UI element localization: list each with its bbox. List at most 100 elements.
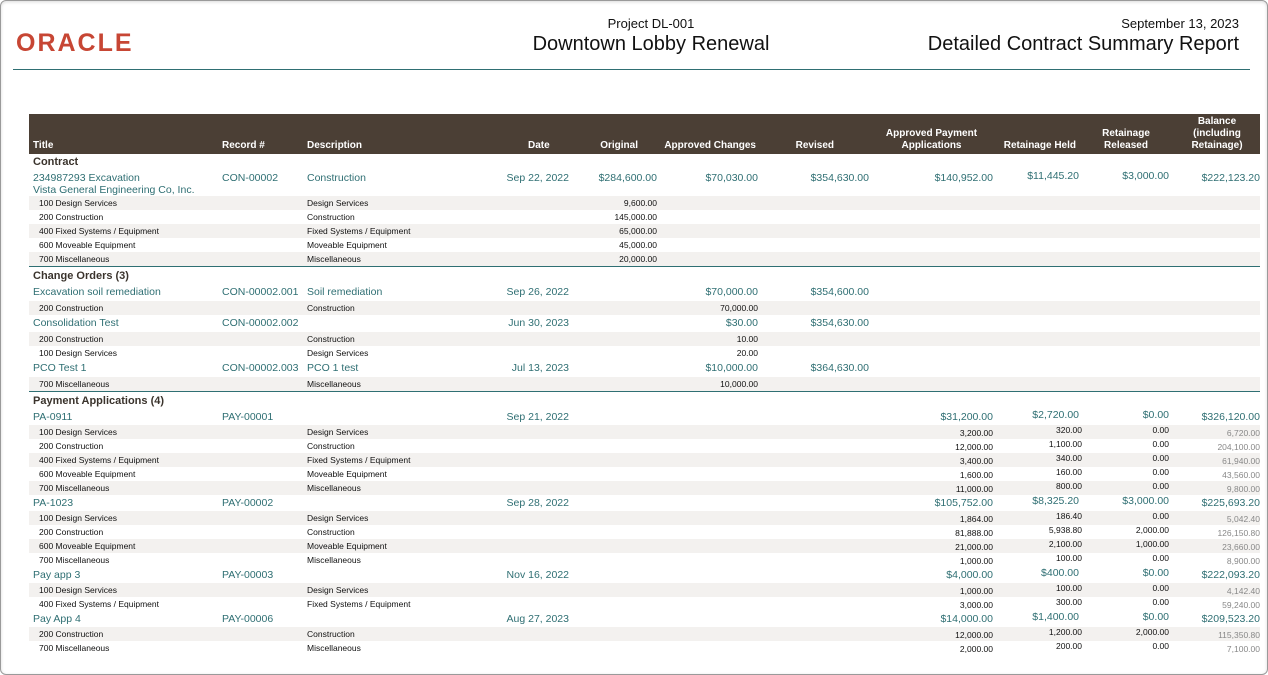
contract-vendor: Vista General Engineering Co, Inc.: [33, 184, 195, 196]
contract-row: 234987293 Excavation Vista General Engin…: [29, 170, 1260, 196]
line-description: Construction: [307, 212, 355, 222]
payment-application-balance: $222,093.20: [1201, 569, 1260, 581]
report-date: September 13, 2023: [1121, 16, 1239, 31]
line-amount: 10.00: [736, 334, 758, 344]
line-retainage-held: 100.00: [1056, 583, 1082, 593]
line-balance: 43,560.00: [1222, 470, 1260, 480]
line-payment: 3,000.00: [959, 600, 993, 610]
change-order-row: Excavation soil remediation CON-00002.001…: [29, 284, 1260, 301]
line-amount: 70,000.00: [720, 303, 758, 313]
line-retainage-held: 1,200.00: [1048, 627, 1082, 637]
change-order-line-row: 700 Miscellaneous Miscellaneous 10,000.00: [29, 377, 1260, 391]
change-order-revised: $364,630.00: [810, 362, 869, 374]
line-retainage-released: 0.00: [1152, 597, 1169, 607]
line-cost-code: 200 Construction: [39, 303, 104, 313]
line-description: Miscellaneous: [307, 555, 361, 565]
payment-application-row: Pay app 3 PAY-00003 Nov 16, 2022 $4,000.00 $…: [29, 567, 1260, 583]
payment-application-retainage-held: $2,720.00: [1032, 409, 1079, 421]
col-title: Title: [33, 140, 54, 151]
contract-retainage-held: $11,445.20: [1027, 170, 1079, 182]
line-payment: 2,000.00: [959, 644, 993, 654]
line-cost-code: 100 Design Services: [39, 348, 117, 358]
line-cost-code: 400 Fixed Systems / Equipment: [39, 226, 160, 236]
payment-application-retainage-released: $0.00: [1142, 567, 1169, 579]
line-description: Design Services: [307, 513, 369, 523]
line-cost-code: 600 Moveable Equipment: [39, 469, 136, 479]
payment-application-amount: $4,000.00: [946, 569, 993, 581]
line-description: Fixed Systems / Equipment: [307, 599, 411, 609]
line-balance: 204,100.00: [1217, 442, 1260, 452]
line-description: Moveable Equipment: [307, 469, 387, 479]
line-retainage-held: 100.00: [1056, 553, 1082, 563]
line-payment: 12,000.00: [955, 442, 993, 452]
line-original: 65,000.00: [619, 226, 657, 236]
payment-application-retainage-released: $3,000.00: [1122, 495, 1169, 507]
line-retainage-released: 0.00: [1152, 467, 1169, 477]
line-retainage-held: 2,100.00: [1048, 539, 1082, 549]
line-cost-code: 200 Construction: [39, 441, 104, 451]
col-revised: Revised: [795, 140, 834, 151]
contract-description: Construction: [307, 172, 366, 184]
line-retainage-released: 2,000.00: [1135, 525, 1169, 535]
change-order-revised: $354,630.00: [810, 317, 869, 329]
contract-line-row: 600 Moveable Equipment Moveable Equipment…: [29, 238, 1260, 252]
line-description: Design Services: [307, 198, 369, 208]
payment-application-line-row: 100 Design Services Design Services 1,000.…: [29, 583, 1260, 597]
table-header: Title Record # Description Date Original…: [29, 114, 1260, 154]
col-record: Record #: [222, 140, 265, 151]
payment-application-line-row: 400 Fixed Systems / Equipment Fixed Syste…: [29, 597, 1260, 611]
payment-application-line-row: 600 Moveable Equipment Moveable Equipment…: [29, 539, 1260, 553]
payment-application-line-row: 600 Moveable Equipment Moveable Equipment…: [29, 467, 1260, 481]
change-order-line-row: 200 Construction Construction 70,000.00: [29, 301, 1260, 315]
payment-application-line-row: 100 Design Services Design Services 3,200.…: [29, 425, 1260, 439]
col-original: Original: [600, 140, 638, 151]
change-order-line-row: 200 Construction Construction 10.00: [29, 332, 1260, 346]
payment-application-retainage-held: $400.00: [1041, 567, 1079, 579]
payment-application-amount: $105,752.00: [934, 497, 993, 509]
payment-application-date: Nov 16, 2022: [506, 569, 569, 581]
col-date: Date: [528, 140, 550, 151]
line-balance: 9,800.00: [1226, 484, 1260, 494]
line-retainage-held: 340.00: [1056, 453, 1082, 463]
line-payment: 3,200.00: [959, 428, 993, 438]
contract-date: Sep 22, 2022: [506, 172, 569, 184]
line-retainage-released: 1,000.00: [1135, 539, 1169, 549]
contract-title: 234987293 Excavation: [33, 172, 140, 184]
line-cost-code: 700 Miscellaneous: [39, 379, 110, 389]
section-divider: [29, 391, 1260, 392]
line-description: Miscellaneous: [307, 643, 361, 653]
payment-application-date: Sep 28, 2022: [506, 497, 569, 509]
col-approved-payment: Approved Payment Applications: [885, 128, 978, 151]
line-description: Construction: [307, 527, 355, 537]
payment-application-title: PA-1023: [33, 497, 74, 509]
report-title: Detailed Contract Summary Report: [927, 33, 1239, 55]
payment-application-row: Pay App 4 PAY-00006 Aug 27, 2023 $14,000.00…: [29, 611, 1260, 627]
line-payment: 1,864.00: [959, 514, 993, 524]
line-cost-code: 700 Miscellaneous: [39, 643, 110, 653]
line-retainage-held: 186.40: [1056, 511, 1082, 521]
payment-application-retainage-held: $1,400.00: [1032, 611, 1079, 623]
line-balance: 115,350.80: [1218, 630, 1260, 640]
line-payment: 21,000.00: [955, 542, 993, 552]
line-balance: 61,940.00: [1222, 456, 1260, 466]
payment-application-line-row: 100 Design Services Design Services 1,864.…: [29, 511, 1260, 525]
contract-line-row: 100 Design Services Design Services 9,600.…: [29, 196, 1260, 210]
line-retainage-released: 2,000.00: [1135, 627, 1169, 637]
payment-application-record: PAY-00003: [222, 569, 274, 581]
payment-application-record: PAY-00002: [222, 497, 274, 509]
project-id: Project DL-001: [607, 16, 695, 31]
line-cost-code: 100 Design Services: [39, 427, 117, 437]
contract-line-items: 100 Design Services Design Services 9,600.…: [29, 196, 1260, 266]
line-retainage-released: 0.00: [1152, 453, 1169, 463]
contract-approved-payment: $140,952.00: [934, 172, 993, 184]
line-cost-code: 600 Moveable Equipment: [39, 240, 136, 250]
line-cost-code: 200 Construction: [39, 212, 104, 222]
line-cost-code: 100 Design Services: [39, 585, 117, 595]
payment-application-line-row: 700 Miscellaneous Miscellaneous 11,000.00 8…: [29, 481, 1260, 495]
line-cost-code: 100 Design Services: [39, 198, 117, 208]
line-description: Miscellaneous: [307, 379, 361, 389]
line-original: 20,000.00: [619, 254, 657, 264]
line-balance: 59,240.00: [1222, 600, 1260, 610]
change-order-date: Jun 30, 2023: [508, 317, 569, 329]
payment-applications-list: PA-0911 PAY-00001 Sep 21, 2022 $31,200.00 $2…: [29, 409, 1260, 655]
